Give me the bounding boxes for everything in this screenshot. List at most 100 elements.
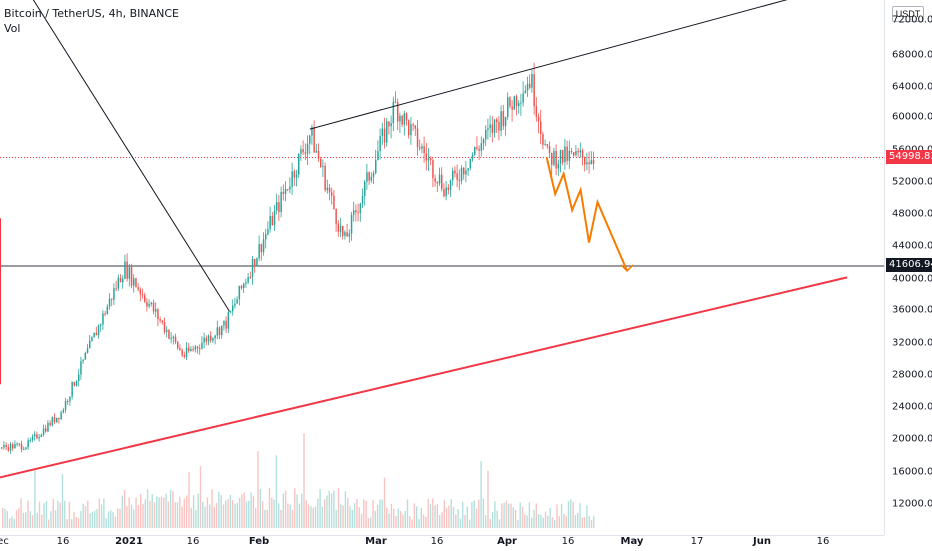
volume-bar <box>45 501 48 528</box>
candle-body <box>144 295 146 302</box>
candle-body <box>463 167 465 175</box>
volume-bar <box>266 509 268 528</box>
channel-lower-line <box>0 276 848 479</box>
candle-body <box>452 170 454 181</box>
volume-bar <box>52 498 54 528</box>
candle-body <box>474 147 476 155</box>
volume-bar <box>146 489 149 528</box>
volume-bar <box>153 502 156 528</box>
volume-bar <box>533 509 535 528</box>
volume-bar <box>15 510 18 528</box>
candle-body <box>7 447 10 451</box>
candle-body <box>520 102 522 104</box>
candle-body <box>16 443 18 445</box>
candle-body <box>300 149 302 154</box>
candle-body <box>500 111 502 131</box>
volume-bar <box>151 494 153 528</box>
volume-bar <box>176 502 179 528</box>
volume-bar <box>218 492 220 528</box>
volume-bar <box>381 499 383 528</box>
volume-bar <box>248 500 250 528</box>
candle-body <box>320 158 322 167</box>
candle-body <box>256 258 258 267</box>
volume-bar <box>439 515 441 528</box>
volume-bar <box>57 500 59 528</box>
candle-body <box>502 111 505 127</box>
candle-body <box>306 143 309 154</box>
volume-bar <box>383 477 386 528</box>
candle-body <box>196 346 199 349</box>
candle-body <box>405 113 408 121</box>
volume-bar <box>121 495 123 528</box>
candle-body <box>249 276 252 278</box>
candle-body <box>216 327 219 336</box>
candle-body <box>555 150 557 169</box>
candle-body <box>562 150 564 163</box>
candle-body <box>326 187 329 191</box>
time-axis[interactable] <box>0 535 884 551</box>
volume-bar <box>114 516 117 528</box>
volume-bar <box>271 497 273 528</box>
candle-body <box>163 322 166 332</box>
volume-bar <box>572 501 574 528</box>
candle-body <box>364 181 366 197</box>
volume-bar <box>215 502 218 528</box>
volume-bar <box>593 515 595 528</box>
candle-body <box>357 212 359 214</box>
volume-bar <box>268 488 271 528</box>
volume-bar <box>197 493 199 528</box>
candle-body <box>348 233 351 237</box>
candle-body <box>36 434 38 439</box>
candle-body <box>427 158 430 161</box>
time-tick-label: May <box>620 536 644 547</box>
volume-bar <box>252 496 255 528</box>
candle-body <box>53 417 56 423</box>
time-tick-label: 17 <box>690 536 704 547</box>
volume-bar <box>140 493 142 528</box>
volume-bar <box>158 497 160 528</box>
price-tick-label: 68000.00 <box>892 49 932 61</box>
candle-body <box>546 144 549 146</box>
candle-body <box>496 119 498 122</box>
volume-bar <box>73 512 75 528</box>
currency-button[interactable]: USDT <box>892 6 924 22</box>
price-tick-label: 40000.00 <box>892 273 932 285</box>
candle-body <box>113 288 115 300</box>
candle-body <box>511 106 513 110</box>
candle-body <box>342 225 344 236</box>
candle-body <box>161 320 164 323</box>
candle-body <box>403 113 406 125</box>
candle-body <box>278 202 280 212</box>
volume-bar <box>468 519 471 528</box>
volume-bar <box>473 500 475 528</box>
candle-body <box>491 124 494 133</box>
volume-bar <box>209 504 211 528</box>
price-tick-label: 20000.00 <box>892 433 932 445</box>
volume-bar <box>133 509 135 528</box>
candle-body <box>271 215 274 226</box>
candle-body <box>526 83 529 91</box>
volume-bar <box>441 512 443 528</box>
candle-body <box>553 150 555 165</box>
candle-body <box>245 282 247 284</box>
volume-bar <box>192 495 195 528</box>
candle-body <box>469 158 472 169</box>
candle-body <box>12 444 14 449</box>
volume-bar <box>586 505 588 528</box>
volume-bar <box>560 503 563 528</box>
volume-bar <box>278 503 280 528</box>
volume-label: Vol <box>4 22 21 35</box>
candle-body <box>82 359 84 362</box>
candle-body <box>447 187 450 190</box>
candle-body <box>67 400 69 402</box>
volume-bar <box>59 502 61 528</box>
candle-body <box>328 187 331 193</box>
volume-bar <box>80 510 82 528</box>
candle-body <box>40 434 43 437</box>
candle-body <box>592 160 595 164</box>
candle-body <box>372 173 375 177</box>
candle-body <box>260 244 263 253</box>
volume-bar <box>374 510 376 528</box>
